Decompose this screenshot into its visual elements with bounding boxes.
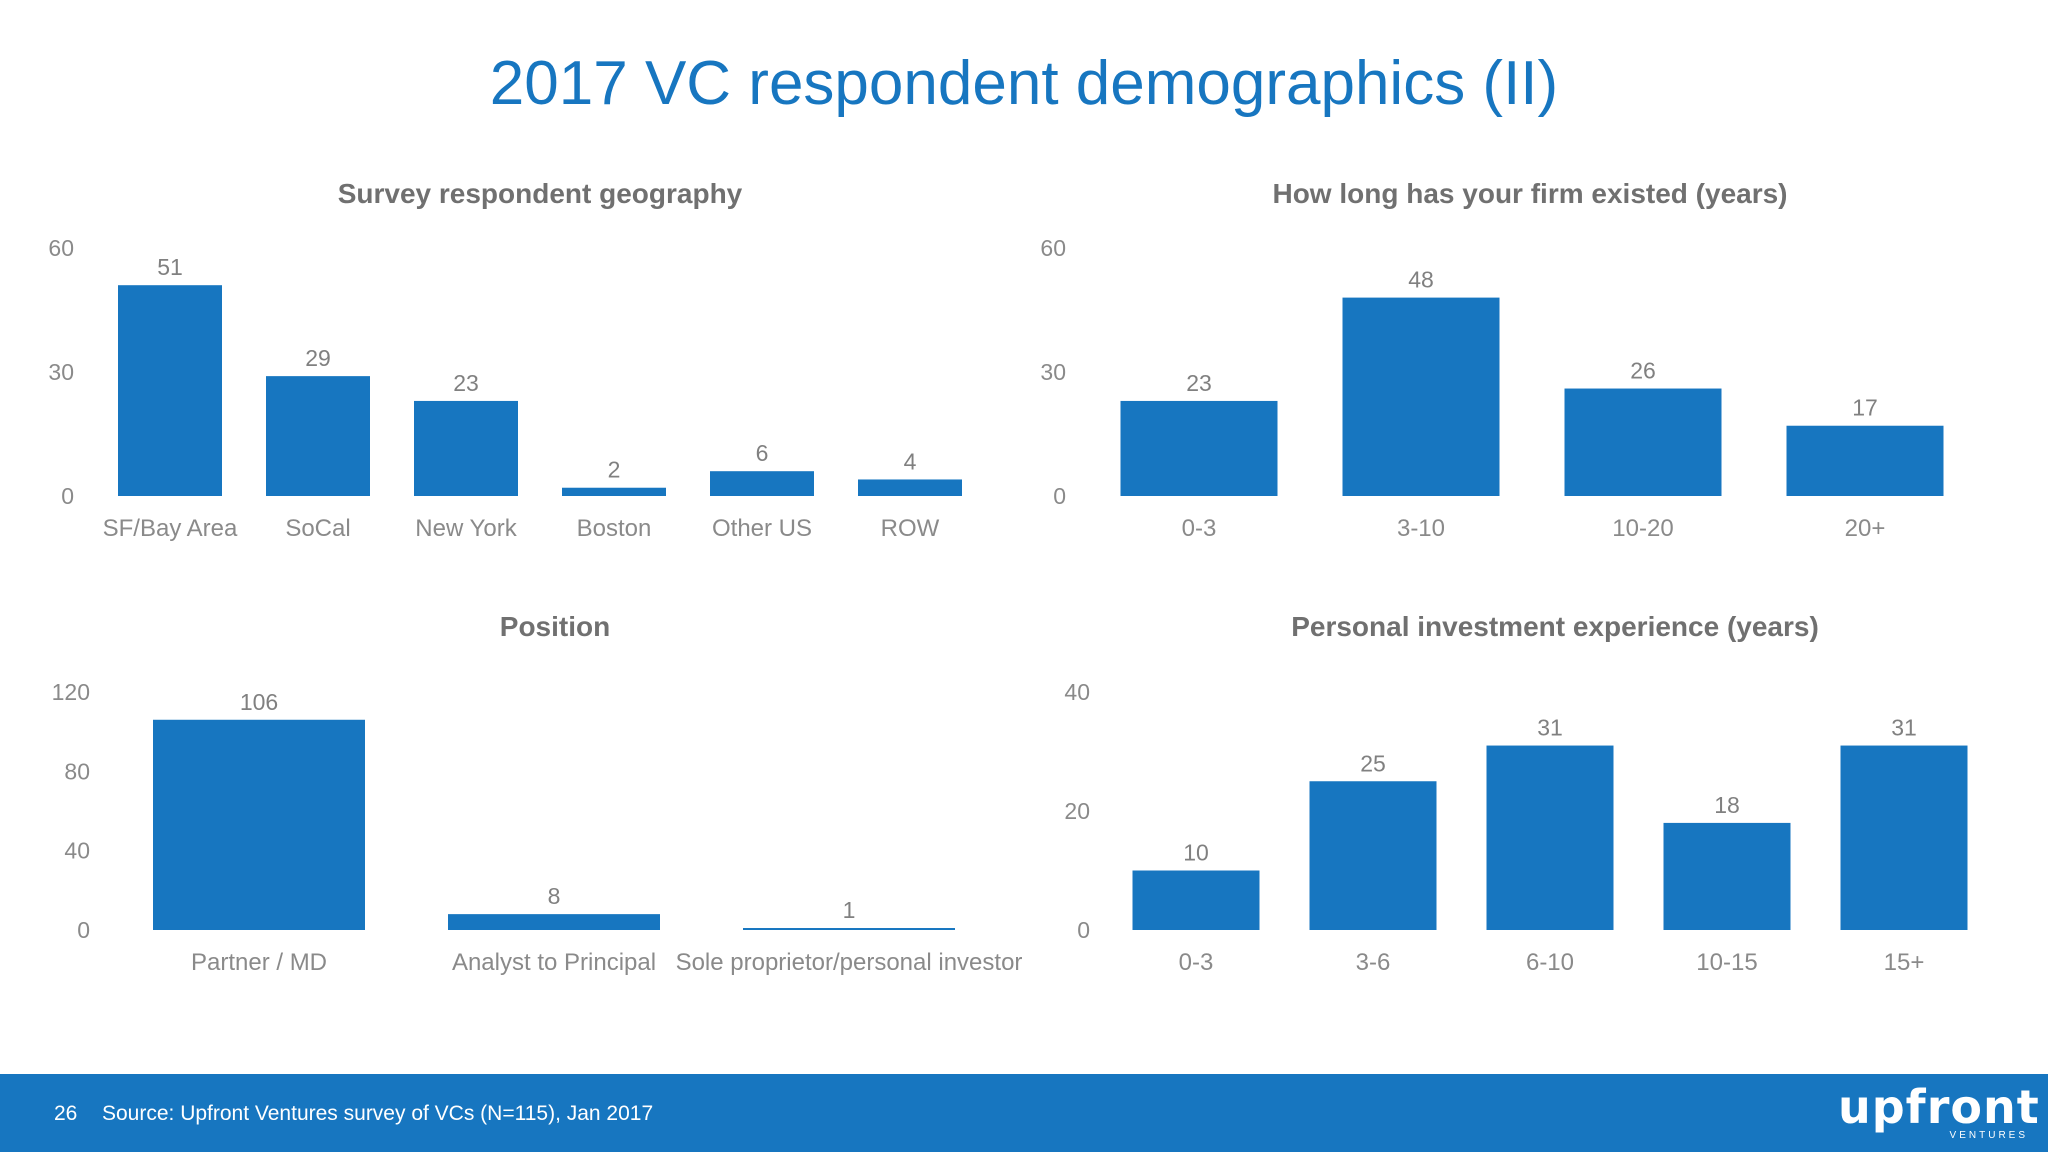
y-tick-label: 30 bbox=[1040, 359, 1066, 385]
bar bbox=[1342, 297, 1500, 496]
data-label: 18 bbox=[1714, 792, 1740, 818]
bar bbox=[1840, 745, 1968, 930]
data-label: 48 bbox=[1408, 267, 1434, 293]
data-label: 10 bbox=[1183, 840, 1209, 866]
chart-title-firm-age: How long has your firm existed (years) bbox=[1272, 178, 1788, 209]
bar bbox=[1309, 781, 1437, 930]
bar bbox=[1663, 822, 1791, 930]
data-label: 51 bbox=[157, 254, 183, 280]
bar bbox=[743, 928, 955, 930]
y-tick-label: 60 bbox=[48, 235, 74, 261]
data-label: 4 bbox=[904, 448, 917, 474]
bar bbox=[414, 400, 518, 496]
category-label: 0-3 bbox=[1179, 949, 1214, 976]
y-tick-label: 0 bbox=[61, 483, 74, 509]
y-tick-label: 0 bbox=[77, 917, 90, 943]
data-label: 106 bbox=[240, 689, 278, 715]
page-number: 26 bbox=[54, 1102, 78, 1125]
y-tick-label: 120 bbox=[52, 679, 90, 705]
y-tick-label: 0 bbox=[1053, 483, 1066, 509]
data-label: 31 bbox=[1537, 715, 1563, 741]
data-label: 17 bbox=[1852, 395, 1878, 421]
data-label: 6 bbox=[756, 440, 769, 466]
data-label: 2 bbox=[608, 457, 621, 483]
chart-geography: 0 30 60 51 SF/Bay Area 29 SoCal 23 New York 2 Bost… bbox=[48, 235, 962, 542]
y-tick-label: 60 bbox=[1040, 235, 1066, 261]
bar bbox=[1486, 745, 1614, 930]
footer-bar: 26 Source: Upfront Ventures survey of VC… bbox=[0, 1074, 2048, 1152]
data-label: 23 bbox=[453, 370, 479, 396]
y-tick-label: 30 bbox=[48, 359, 74, 385]
bar bbox=[1786, 425, 1944, 496]
data-label: 25 bbox=[1360, 750, 1386, 776]
category-label: SoCal bbox=[285, 515, 350, 542]
bar bbox=[1132, 870, 1260, 930]
category-label: ROW bbox=[881, 515, 940, 542]
data-label: 1 bbox=[843, 897, 856, 923]
logo-wordmark: upfront bbox=[1838, 1080, 2040, 1134]
bar bbox=[118, 285, 222, 496]
category-label: 20+ bbox=[1845, 515, 1886, 542]
y-tick-label: 80 bbox=[64, 758, 90, 784]
chart-experience: 0 20 40 10 0-3 25 3-6 31 6-10 18 10-15 31 15+ bbox=[1064, 679, 1968, 976]
bar bbox=[858, 479, 962, 496]
category-label: Analyst to Principal bbox=[452, 949, 656, 976]
data-label: 23 bbox=[1186, 370, 1212, 396]
bar bbox=[448, 914, 660, 930]
category-label: 15+ bbox=[1884, 949, 1925, 976]
category-label: 10-15 bbox=[1696, 949, 1757, 976]
category-label: 6-10 bbox=[1526, 949, 1574, 976]
bar bbox=[710, 471, 814, 496]
data-label: 26 bbox=[1630, 358, 1656, 384]
chart-firm-age: 0 30 60 23 0-3 48 3-10 26 10-20 17 20+ bbox=[1040, 235, 1944, 542]
category-label: Sole proprietor/personal investor bbox=[676, 949, 1023, 976]
upfront-logo: upfront VENTURES bbox=[1838, 1080, 2039, 1146]
chart-title-geography: Survey respondent geography bbox=[337, 178, 743, 209]
category-label: New York bbox=[415, 515, 517, 542]
category-label: 3-10 bbox=[1397, 515, 1445, 542]
category-label: 3-6 bbox=[1356, 949, 1391, 976]
category-label: Boston bbox=[577, 515, 652, 542]
category-label: Other US bbox=[712, 515, 812, 542]
category-label: 0-3 bbox=[1182, 515, 1217, 542]
chart-title-position: Position bbox=[499, 611, 611, 642]
bar bbox=[1564, 388, 1722, 496]
source-note: Source: Upfront Ventures survey of VCs (… bbox=[102, 1102, 654, 1125]
chart-position: 0 40 80 120 106 Partner / MD 8 Analyst to Princ… bbox=[52, 679, 1023, 976]
chart-title-experience: Personal investment experience (years) bbox=[1291, 611, 1819, 642]
category-label: 10-20 bbox=[1612, 515, 1673, 542]
y-tick-label: 0 bbox=[1077, 917, 1090, 943]
bar bbox=[1120, 400, 1278, 496]
data-label: 8 bbox=[548, 883, 561, 909]
y-tick-label: 40 bbox=[1064, 679, 1090, 705]
data-label: 31 bbox=[1891, 715, 1917, 741]
y-tick-label: 20 bbox=[1064, 798, 1090, 824]
logo-subtext: VENTURES bbox=[1949, 1130, 2028, 1141]
bar bbox=[266, 376, 370, 496]
category-label: SF/Bay Area bbox=[103, 515, 238, 542]
page-title: 2017 VC respondent demographics (II) bbox=[489, 49, 1559, 118]
y-tick-label: 40 bbox=[64, 838, 90, 864]
data-label: 29 bbox=[305, 345, 331, 371]
category-label: Partner / MD bbox=[191, 949, 327, 976]
bar bbox=[153, 719, 365, 930]
bar bbox=[562, 487, 666, 496]
